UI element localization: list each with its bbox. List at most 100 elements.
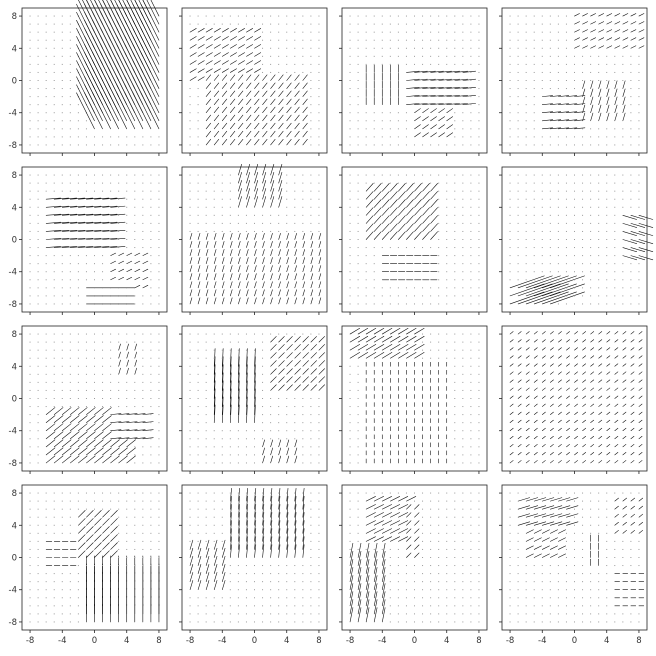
quiver-arrow [254, 233, 257, 240]
quiver-arrow [414, 108, 421, 114]
quiver-arrow [286, 504, 289, 518]
quiver-arrow-zero [262, 406, 264, 408]
quiver-arrow-zero [462, 263, 464, 265]
quiver-arrow-zero [29, 581, 31, 583]
quiver-arrow-zero [302, 462, 304, 464]
quiver-arrow-zero [69, 182, 71, 184]
quiver-arrow-zero [37, 263, 39, 265]
quiver-arrow-zero [254, 438, 255, 440]
quiver-arrow [517, 505, 530, 510]
quiver-arrow [517, 339, 522, 343]
quiver-arrow-zero [213, 605, 215, 607]
quiver-arrow [238, 90, 244, 97]
quiver-arrow [189, 564, 194, 574]
quiver-arrow-zero [357, 128, 359, 130]
quiver-arrow-zero [389, 548, 391, 550]
quiver-arrow-zero [622, 55, 624, 57]
quiver-arrow-zero [29, 206, 31, 208]
quiver-arrow [398, 512, 409, 518]
quiver-arrow-zero [533, 605, 535, 607]
quiver-arrow-zero [53, 373, 55, 375]
quiver-arrow-zero [262, 222, 264, 224]
quiver-arrow-zero [582, 174, 584, 176]
quiver-arrow [230, 257, 233, 264]
quiver-arrow-zero [197, 214, 199, 216]
quiver-arrow [205, 257, 209, 264]
quiver-arrow-zero [549, 271, 551, 273]
quiver-arrow-zero [574, 295, 575, 297]
quiver-arrow-zero [294, 589, 296, 591]
x-tick-label: 8 [156, 636, 161, 646]
quiver-arrow [262, 439, 265, 448]
quiver-arrow-zero [221, 182, 223, 184]
quiver-arrow [294, 122, 300, 130]
quiver-arrow [53, 221, 69, 224]
quiver-arrow [406, 86, 420, 89]
quiver-arrow-zero [85, 389, 87, 391]
quiver-arrow-zero [45, 373, 47, 375]
quiver-arrow [302, 249, 305, 256]
quiver-arrow [590, 88, 594, 97]
quiver-arrow-zero [478, 39, 480, 41]
quiver-arrow-zero [77, 373, 79, 375]
quiver-arrow [53, 407, 64, 415]
quiver-arrow-zero [197, 198, 199, 200]
quiver-arrow-zero [237, 597, 239, 599]
quiver-arrow [213, 82, 220, 89]
quiver-arrow-zero [318, 621, 320, 623]
quiver-arrow [541, 411, 546, 415]
quiver-arrow [622, 37, 629, 41]
quiver-arrow [197, 60, 205, 65]
quiver-arrow [197, 249, 201, 256]
quiver-arrow-zero [286, 597, 288, 599]
quiver-arrow [238, 82, 244, 89]
quiver-arrow-zero [61, 55, 63, 57]
quiver-arrow-zero [478, 381, 480, 383]
quiver-arrow-zero [357, 365, 359, 367]
quiver-arrow-zero [229, 222, 231, 224]
quiver-arrow-zero [381, 120, 383, 122]
quiver-arrow [558, 95, 570, 97]
quiver-arrow [638, 29, 645, 33]
quiver-arrow [390, 520, 400, 526]
quiver-arrow [213, 114, 220, 122]
quiver-arrow [246, 233, 249, 240]
quiver-arrow [100, 84, 119, 122]
quiver-arrow-zero [509, 516, 511, 518]
quiver-arrow-zero [262, 492, 264, 494]
quiver-arrow-zero [462, 47, 464, 49]
quiver-arrow-zero [158, 454, 160, 456]
quiver-arrow-zero [517, 247, 519, 249]
quiver-arrow-zero [446, 15, 448, 17]
quiver-arrow-zero [517, 96, 519, 98]
quiver-arrow-zero [270, 63, 272, 65]
quiver-arrow-zero [541, 47, 543, 49]
quiver-arrow-zero [541, 206, 543, 208]
quiver-arrow [414, 536, 420, 542]
x-tick-label: -8 [506, 636, 514, 646]
quiver-arrow-zero [381, 303, 383, 305]
quiver-arrow [45, 447, 56, 456]
quiver-arrow-zero [622, 621, 624, 623]
quiver-arrow-zero [606, 71, 608, 73]
quiver-arrow-zero [438, 279, 440, 281]
y-tick-label: 0 [12, 554, 17, 564]
quiver-arrow-zero [221, 492, 223, 494]
quiver-arrow-zero [69, 524, 71, 526]
quiver-arrow-zero [142, 303, 144, 305]
quiver-arrow-zero [262, 422, 264, 424]
quiver-arrow [286, 265, 289, 273]
quiver-arrow-zero [430, 500, 432, 502]
quiver-arrow [373, 583, 378, 599]
quiver-arrow-zero [69, 71, 71, 73]
quiver-arrow [390, 191, 398, 200]
quiver-arrow [622, 521, 627, 526]
quiver-arrow-zero [278, 406, 280, 408]
quiver-arrow [430, 191, 438, 200]
quiver-arrow-zero [126, 508, 128, 510]
quiver-arrow [373, 575, 378, 591]
quiver-arrow-zero [318, 516, 320, 518]
quiver-arrow-zero [590, 128, 592, 130]
quiver-arrow [110, 205, 126, 208]
quiver-arrow [582, 37, 588, 41]
